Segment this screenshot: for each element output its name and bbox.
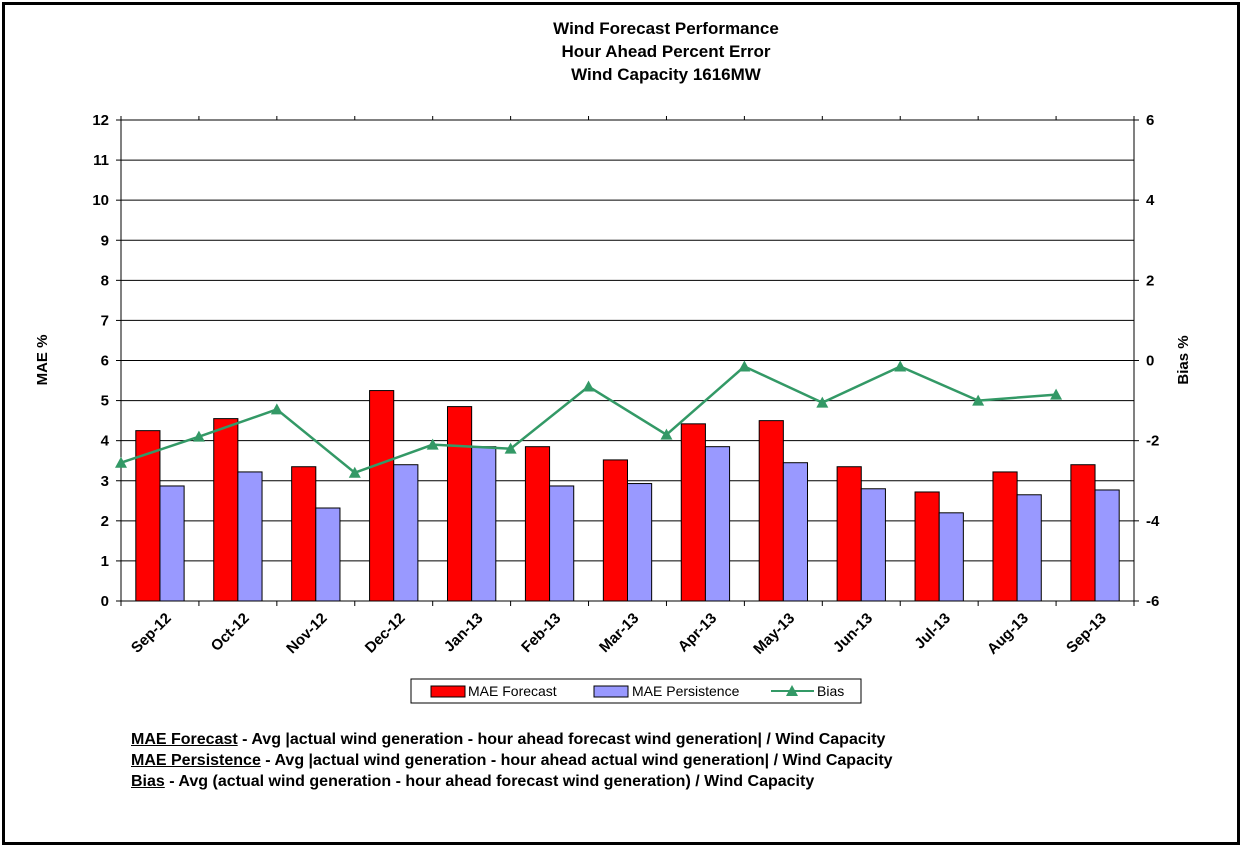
- y2-tick-label: -6: [1146, 593, 1159, 610]
- bias-point: [816, 396, 829, 408]
- x-tick-label: Apr-13: [675, 610, 721, 656]
- bar-mae-persistence: [159, 485, 185, 602]
- y-tick-label: 5: [101, 393, 109, 410]
- y-tick-label: 1: [101, 553, 109, 570]
- legend-label-bias: Bias: [817, 683, 844, 699]
- y-tick-label: 7: [101, 312, 109, 329]
- note-text: - Avg |actual wind generation - hour ahe…: [237, 731, 886, 748]
- bar-mae-forecast: [836, 466, 862, 602]
- chart-title-line-3: Wind Capacity 1616MW: [571, 65, 762, 84]
- legend-label-mae-forecast: MAE Forecast: [468, 683, 557, 699]
- x-tick-label: Dec-12: [362, 610, 409, 657]
- bias-point: [504, 442, 517, 454]
- bar-mae-persistence: [938, 512, 964, 602]
- x-tick-label: Sep-13: [1063, 610, 1110, 657]
- legend-swatch-mae-persistence: [593, 685, 629, 698]
- bias-point: [894, 360, 907, 372]
- y2-tick-label: 6: [1146, 112, 1154, 129]
- y2-axis-title: Bias %: [1175, 335, 1192, 384]
- bias-point: [115, 456, 127, 468]
- note-bias: Bias - Avg (actual wind generation - hou…: [131, 771, 1131, 792]
- chart-title-line-1: Wind Forecast Performance: [553, 19, 779, 38]
- bar-mae-forecast: [680, 423, 706, 602]
- axes: [116, 116, 1139, 606]
- y-tick-label: 0: [101, 593, 109, 610]
- bar-mae-forecast: [446, 406, 473, 602]
- bar-mae-forecast: [524, 446, 551, 602]
- legend-swatch-mae-forecast: [430, 685, 466, 698]
- bar-mae-forecast: [914, 491, 940, 602]
- bar-mae-forecast: [758, 420, 784, 602]
- y2-tick-label: 2: [1146, 272, 1154, 289]
- bias-point: [582, 380, 595, 392]
- y2-tick-label: -4: [1146, 513, 1160, 530]
- bar-mae-persistence: [315, 507, 341, 602]
- bias-point: [660, 428, 673, 440]
- y2-tick-label: 4: [1146, 192, 1155, 209]
- definitions-notes: MAE Forecast - Avg |actual wind generati…: [131, 729, 1131, 792]
- x-tick-label: Sep-12: [128, 610, 175, 657]
- legend-marker-bias: [786, 685, 798, 696]
- bar-mae-persistence: [1094, 489, 1120, 602]
- x-tick-label: Feb-13: [518, 610, 564, 656]
- bar-mae-forecast: [1070, 464, 1096, 602]
- x-tick-label: Aug-13: [984, 610, 1032, 658]
- y2-tick-label: -2: [1146, 433, 1159, 450]
- y-tick-label: 10: [92, 192, 109, 209]
- legend-label-mae-persistence: MAE Persistence: [632, 683, 740, 699]
- x-tick-label: May-13: [750, 610, 798, 658]
- bar-mae-persistence: [627, 483, 653, 602]
- note-text: - Avg (actual wind generation - hour ahe…: [164, 773, 815, 790]
- x-tick-label: Jul-13: [911, 610, 954, 653]
- bias-point: [426, 438, 439, 450]
- bar-mae-persistence: [393, 464, 419, 602]
- y-tick-label: 6: [101, 353, 109, 370]
- bar-mae-forecast: [992, 471, 1018, 602]
- x-tick-label: Jun-13: [830, 610, 876, 656]
- note-mae-persistence: MAE Persistence - Avg |actual wind gener…: [131, 750, 1131, 771]
- bar-mae-forecast: [602, 459, 629, 602]
- bias-point: [270, 403, 283, 415]
- y-tick-label: 3: [101, 473, 109, 490]
- bias-point: [348, 466, 361, 478]
- y-axis-title: MAE %: [34, 335, 51, 386]
- bars: [135, 390, 1120, 602]
- bar-mae-persistence: [860, 488, 886, 602]
- x-tick-label: Oct-12: [208, 610, 253, 655]
- bar-mae-persistence: [237, 471, 263, 602]
- note-mae-forecast: MAE Forecast - Avg |actual wind generati…: [131, 729, 1131, 750]
- bar-mae-persistence: [782, 462, 809, 602]
- y2-tick-label: 0: [1146, 353, 1154, 370]
- note-term: MAE Persistence: [131, 752, 261, 769]
- bias-line-layer: [115, 360, 1063, 478]
- y-tick-label: 8: [101, 272, 109, 289]
- y-tick-label: 4: [101, 433, 110, 450]
- y-tick-label: 9: [101, 232, 109, 249]
- legend: MAE Forecast MAE Persistence Bias: [410, 678, 862, 704]
- bias-point: [192, 430, 205, 442]
- chart-title: Wind Forecast Performance Hour Ahead Per…: [553, 19, 779, 84]
- bias-point: [1050, 388, 1063, 400]
- note-term: MAE Forecast: [131, 731, 238, 748]
- y-tick-label: 2: [101, 513, 109, 530]
- note-text: - Avg |actual wind generation - hour ahe…: [260, 752, 893, 769]
- bar-mae-forecast: [369, 390, 395, 602]
- bar-mae-persistence: [549, 485, 575, 602]
- x-tick-label: Nov-12: [283, 610, 330, 657]
- bar-mae-forecast: [213, 418, 239, 602]
- bar-mae-persistence: [704, 446, 731, 602]
- bias-point: [738, 360, 751, 372]
- y-tick-label: 12: [92, 112, 109, 129]
- bar-mae-persistence: [1016, 494, 1042, 602]
- chart-title-line-2: Hour Ahead Percent Error: [561, 42, 770, 61]
- bar-mae-persistence: [471, 446, 497, 602]
- note-term: Bias: [131, 773, 165, 790]
- bias-point: [972, 394, 985, 406]
- x-tick-label: Jan-13: [441, 610, 487, 656]
- y-tick-label: 11: [93, 152, 109, 169]
- bar-mae-forecast: [291, 466, 317, 602]
- x-tick-label: Mar-13: [596, 610, 642, 656]
